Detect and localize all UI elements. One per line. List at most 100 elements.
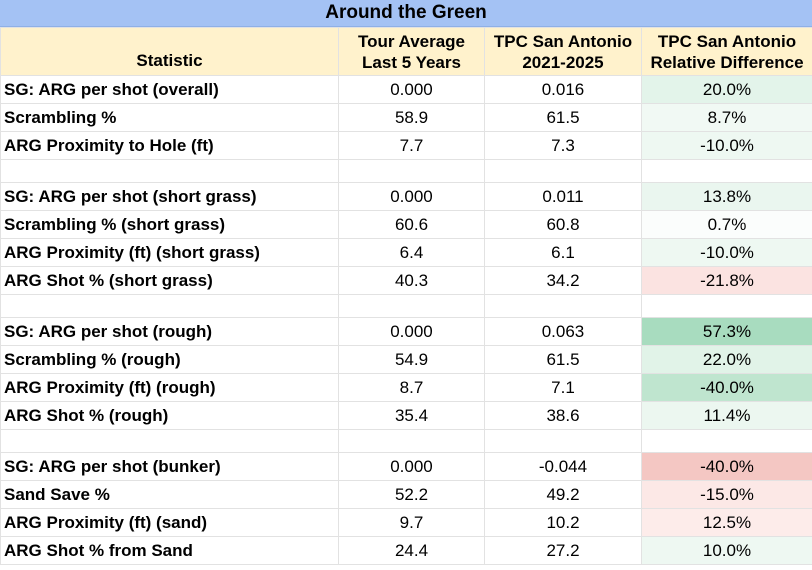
statistic-cell[interactable]: Scrambling % (rough) — [0, 345, 339, 374]
spacer-row — [0, 294, 812, 318]
relative-difference-cell[interactable]: 10.0% — [641, 536, 812, 565]
relative-difference-cell[interactable]: 12.5% — [641, 508, 812, 537]
statistic-cell[interactable]: SG: ARG per shot (short grass) — [0, 182, 339, 211]
empty-cell[interactable] — [641, 159, 812, 183]
tour-average-cell[interactable]: 24.4 — [338, 536, 485, 565]
tpc-cell[interactable]: 7.3 — [484, 131, 642, 160]
tour-average-cell[interactable]: 0.000 — [338, 182, 485, 211]
table-row: Scrambling % (short grass) 60.6 60.8 0.7% — [0, 210, 812, 239]
header-tour-average-line2: Last 5 Years — [362, 53, 461, 72]
empty-cell[interactable] — [484, 429, 642, 453]
relative-difference-cell[interactable]: 0.7% — [641, 210, 812, 239]
tpc-cell[interactable]: 34.2 — [484, 266, 642, 295]
tpc-cell[interactable]: 0.063 — [484, 317, 642, 346]
tpc-cell[interactable]: 7.1 — [484, 373, 642, 402]
tpc-cell[interactable]: 0.016 — [484, 75, 642, 104]
table-row: SG: ARG per shot (rough) 0.000 0.063 57.3% — [0, 317, 812, 346]
table-row: SG: ARG per shot (bunker) 0.000 -0.044 -40.… — [0, 452, 812, 481]
relative-difference-cell[interactable]: -10.0% — [641, 238, 812, 267]
statistic-cell[interactable]: ARG Shot % (rough) — [0, 401, 339, 430]
tour-average-cell[interactable]: 54.9 — [338, 345, 485, 374]
table-row: ARG Shot % (rough) 35.4 38.6 11.4% — [0, 401, 812, 430]
empty-cell[interactable] — [0, 159, 339, 183]
tpc-cell[interactable]: -0.044 — [484, 452, 642, 481]
statistic-cell[interactable]: SG: ARG per shot (overall) — [0, 75, 339, 104]
tpc-cell[interactable]: 60.8 — [484, 210, 642, 239]
relative-difference-cell[interactable]: 22.0% — [641, 345, 812, 374]
relative-difference-cell[interactable]: 57.3% — [641, 317, 812, 346]
header-tpc-line2: 2021-2025 — [522, 53, 604, 72]
tpc-cell[interactable]: 27.2 — [484, 536, 642, 565]
tpc-cell[interactable]: 0.011 — [484, 182, 642, 211]
empty-cell[interactable] — [338, 159, 485, 183]
table-row: Scrambling % (rough) 54.9 61.5 22.0% — [0, 345, 812, 374]
header-rel-line1: TPC San Antonio — [657, 32, 797, 51]
spacer-row — [0, 159, 812, 183]
table-row: Sand Save % 52.2 49.2 -15.0% — [0, 480, 812, 509]
empty-cell[interactable] — [338, 294, 485, 318]
tour-average-cell[interactable]: 6.4 — [338, 238, 485, 267]
table-row: Scrambling % 58.9 61.5 8.7% — [0, 103, 812, 132]
relative-difference-cell[interactable]: -40.0% — [641, 373, 812, 402]
tpc-cell[interactable]: 49.2 — [484, 480, 642, 509]
header-statistic[interactable]: Statistic — [0, 27, 339, 76]
relative-difference-cell[interactable]: 20.0% — [641, 75, 812, 104]
statistic-cell[interactable]: ARG Shot % from Sand — [0, 536, 339, 565]
tour-average-cell[interactable]: 0.000 — [338, 452, 485, 481]
tour-average-cell[interactable]: 58.9 — [338, 103, 485, 132]
header-relative-difference[interactable]: TPC San Antonio Relative Difference — [641, 27, 812, 76]
header-row: Statistic Tour Average Last 5 Years TPC … — [0, 27, 812, 76]
statistic-cell[interactable]: ARG Proximity (ft) (rough) — [0, 373, 339, 402]
table-row: SG: ARG per shot (short grass) 0.000 0.011… — [0, 182, 812, 211]
tour-average-cell[interactable]: 9.7 — [338, 508, 485, 537]
table-body: SG: ARG per shot (overall) 0.000 0.016 20.0… — [0, 75, 812, 565]
tour-average-cell[interactable]: 0.000 — [338, 317, 485, 346]
statistic-cell[interactable]: Sand Save % — [0, 480, 339, 509]
table-row: ARG Shot % from Sand 24.4 27.2 10.0% — [0, 536, 812, 565]
tour-average-cell[interactable]: 35.4 — [338, 401, 485, 430]
relative-difference-cell[interactable]: -10.0% — [641, 131, 812, 160]
sheet-title: Around the Green — [0, 0, 812, 27]
relative-difference-cell[interactable]: 8.7% — [641, 103, 812, 132]
header-tour-average-line1: Tour Average — [357, 32, 466, 51]
relative-difference-cell[interactable]: -15.0% — [641, 480, 812, 509]
table-row: SG: ARG per shot (overall) 0.000 0.016 20.0… — [0, 75, 812, 104]
tpc-cell[interactable]: 61.5 — [484, 345, 642, 374]
stats-table: Statistic Tour Average Last 5 Years TPC … — [0, 27, 812, 565]
tpc-cell[interactable]: 61.5 — [484, 103, 642, 132]
statistic-cell[interactable]: SG: ARG per shot (bunker) — [0, 452, 339, 481]
relative-difference-cell[interactable]: 11.4% — [641, 401, 812, 430]
statistic-cell[interactable]: ARG Proximity to Hole (ft) — [0, 131, 339, 160]
empty-cell[interactable] — [338, 429, 485, 453]
tour-average-cell[interactable]: 8.7 — [338, 373, 485, 402]
statistic-cell[interactable]: Scrambling % (short grass) — [0, 210, 339, 239]
tour-average-cell[interactable]: 40.3 — [338, 266, 485, 295]
tour-average-cell[interactable]: 52.2 — [338, 480, 485, 509]
empty-cell[interactable] — [0, 429, 339, 453]
empty-cell[interactable] — [484, 159, 642, 183]
tour-average-cell[interactable]: 7.7 — [338, 131, 485, 160]
statistic-cell[interactable]: ARG Proximity (ft) (short grass) — [0, 238, 339, 267]
header-tour-average[interactable]: Tour Average Last 5 Years — [338, 27, 485, 76]
tpc-cell[interactable]: 38.6 — [484, 401, 642, 430]
tour-average-cell[interactable]: 60.6 — [338, 210, 485, 239]
empty-cell[interactable] — [484, 294, 642, 318]
statistic-cell[interactable]: SG: ARG per shot (rough) — [0, 317, 339, 346]
statistic-cell[interactable]: Scrambling % — [0, 103, 339, 132]
relative-difference-cell[interactable]: -21.8% — [641, 266, 812, 295]
table-row: ARG Proximity (ft) (sand) 9.7 10.2 12.5% — [0, 508, 812, 537]
header-tpc-line1: TPC San Antonio — [493, 32, 633, 51]
statistic-cell[interactable]: ARG Shot % (short grass) — [0, 266, 339, 295]
empty-cell[interactable] — [0, 294, 339, 318]
tpc-cell[interactable]: 6.1 — [484, 238, 642, 267]
relative-difference-cell[interactable]: 13.8% — [641, 182, 812, 211]
tour-average-cell[interactable]: 0.000 — [338, 75, 485, 104]
empty-cell[interactable] — [641, 294, 812, 318]
statistic-cell[interactable]: ARG Proximity (ft) (sand) — [0, 508, 339, 537]
relative-difference-cell[interactable]: -40.0% — [641, 452, 812, 481]
spacer-row — [0, 429, 812, 453]
empty-cell[interactable] — [641, 429, 812, 453]
tpc-cell[interactable]: 10.2 — [484, 508, 642, 537]
header-tpc-san-antonio[interactable]: TPC San Antonio 2021-2025 — [484, 27, 642, 76]
